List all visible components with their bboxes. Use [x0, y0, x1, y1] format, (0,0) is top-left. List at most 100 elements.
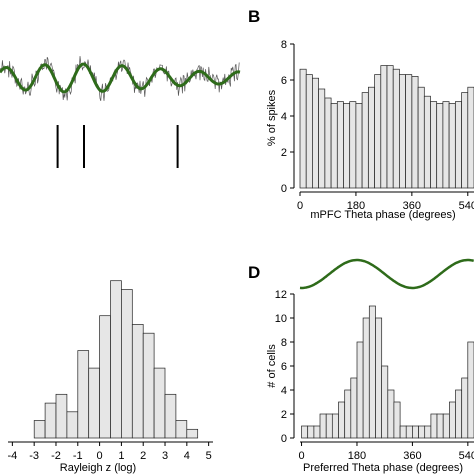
bar — [380, 65, 388, 189]
bar — [331, 413, 339, 439]
x-tick-label: 0 — [297, 200, 303, 212]
bar — [77, 350, 90, 439]
theta-filtered-trace — [0, 62, 241, 94]
bar — [313, 425, 321, 439]
bar — [131, 324, 144, 439]
bar — [423, 95, 431, 189]
bar — [164, 393, 177, 439]
x-axis-label: mPFC Theta phase (degrees) — [310, 209, 455, 221]
bar — [461, 92, 469, 189]
panel-b-spike-phase-histogram: B 0 180 360 540 0 2 4 6 8 % of spikes mPFC Theta… — [248, 7, 474, 221]
y-tick-label: 8 — [281, 337, 287, 349]
bar — [368, 86, 375, 189]
bar — [355, 103, 363, 189]
bar — [319, 413, 327, 439]
bar — [362, 317, 370, 439]
bar — [344, 389, 352, 439]
x-tick-label: 0 — [97, 450, 103, 462]
bar — [324, 97, 332, 189]
bar — [88, 367, 100, 439]
bar — [412, 425, 419, 439]
x-tick-label: 2 — [140, 450, 146, 462]
bar — [368, 305, 376, 439]
x-tick-label: 0 — [298, 450, 304, 462]
bar — [449, 401, 456, 439]
bar — [405, 425, 413, 439]
bar — [66, 411, 79, 439]
x-tick-label: 540 — [459, 450, 474, 462]
panel-label-d: D — [248, 263, 260, 282]
bar — [448, 103, 456, 189]
x-tick-label: 360 — [403, 450, 421, 462]
bar — [442, 413, 450, 439]
bar — [338, 401, 346, 439]
y-tick-label: 2 — [281, 147, 287, 159]
axes: -4 -3 -2 -1 0 1 2 3 4 5 — [7, 441, 213, 462]
y-tick-label: 12 — [275, 289, 287, 301]
y-tick-label: 4 — [281, 385, 287, 397]
bar — [361, 92, 369, 189]
x-tick-label: 1 — [118, 450, 124, 462]
bar — [307, 425, 315, 439]
bar — [418, 425, 426, 439]
x-tick-label: 4 — [184, 450, 190, 462]
y-tick-label: 6 — [281, 75, 287, 87]
bar — [356, 341, 364, 439]
x-tick-label: 5 — [206, 450, 212, 462]
y-tick-label: 0 — [281, 433, 287, 445]
y-tick-label: 6 — [281, 361, 287, 373]
bar — [392, 68, 400, 189]
axes: 0 180 360 540 0 2 4 6 8 10 12 — [275, 289, 474, 462]
bar — [175, 420, 188, 439]
bar — [387, 389, 395, 439]
bar — [467, 86, 474, 189]
bar — [455, 389, 463, 439]
y-axis-label: % of spikes — [266, 89, 278, 146]
spike-marks — [56, 125, 179, 168]
panel-a-lfp-trace — [0, 56, 241, 168]
bar — [436, 413, 444, 439]
bar — [299, 68, 307, 189]
bar — [455, 101, 462, 189]
bar — [399, 74, 406, 189]
bar — [461, 377, 469, 439]
x-axis-label: Rayleigh z (log) — [60, 462, 136, 474]
x-tick-label: 3 — [162, 450, 168, 462]
bar — [121, 289, 133, 439]
bar — [142, 332, 155, 439]
bar — [186, 428, 199, 439]
bar — [325, 413, 333, 439]
theta-reference-wave — [299, 258, 474, 290]
bar — [386, 65, 394, 189]
y-tick-label: 4 — [281, 111, 287, 123]
bar — [411, 76, 419, 189]
bar — [336, 101, 344, 189]
bar — [349, 101, 357, 189]
bar — [99, 315, 111, 439]
y-tick-label: 0 — [281, 183, 287, 195]
x-tick-label: 540 — [459, 200, 474, 212]
bar — [318, 88, 326, 189]
y-tick-label: 8 — [281, 39, 287, 51]
bar — [374, 74, 382, 189]
bars — [299, 65, 474, 189]
bar — [442, 101, 450, 189]
bar — [399, 425, 407, 439]
bar — [312, 77, 319, 189]
bar — [305, 74, 313, 189]
bar — [301, 425, 309, 439]
bars — [33, 280, 199, 439]
bar — [350, 377, 358, 439]
bar — [381, 365, 389, 439]
x-tick-label: -4 — [7, 450, 17, 462]
axes: 0 180 360 540 0 2 4 6 8 — [281, 39, 474, 212]
x-tick-label: 360 — [403, 200, 421, 212]
bar — [33, 420, 46, 439]
bar — [375, 317, 383, 439]
bar — [424, 425, 432, 439]
x-axis-label: Preferred Theta phase (degrees) — [303, 462, 463, 474]
bars — [301, 305, 474, 439]
bar — [436, 103, 444, 189]
x-tick-label: -1 — [73, 450, 83, 462]
